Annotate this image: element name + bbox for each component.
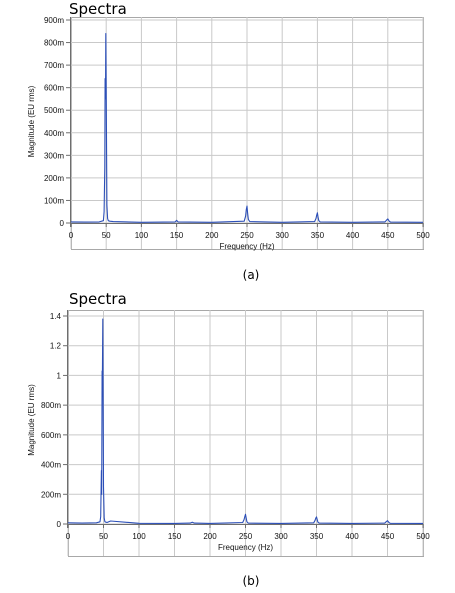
spectrum-chart-a: 0 100m 200m 300m 400m 500m 600m 700m 800m 900m 0 50… [27,16,430,251]
spectrum-line [67,318,424,524]
x-tick-label: 0 [69,231,74,240]
x-tick-label: 100 [132,532,146,541]
y-tick-label: 800m [44,39,64,48]
x-tick-label: 50 [102,231,111,240]
y-tick-label: 900m [44,16,64,25]
x-tick-label: 150 [170,231,184,240]
x-axis-label: Frequency (Hz) [218,543,273,552]
y-tick-label: 600m [44,84,64,93]
chart-title: Spectra [69,0,127,18]
y-tick-label: 1.4 [50,312,62,321]
y-tick-label: 1.2 [50,342,62,351]
y-tick-label: 0 [60,219,65,228]
x-tick-label: 400 [345,532,359,541]
y-tick-label: 600m [41,431,61,440]
y-tick-label: 500m [44,106,64,115]
x-tick-label: 400 [346,231,360,240]
x-tick-label: 200 [203,532,217,541]
x-tick-label: 50 [99,532,108,541]
spectrum-panel-a: Spectra 0 100m 200m 300m 400m 500m 600m 700m 800… [0,0,455,290]
x-tick-label: 150 [168,532,182,541]
x-tick-label: 100 [135,231,149,240]
x-tick-label: 450 [381,532,395,541]
y-tick-label: 100m [44,196,64,205]
y-tick-label: 200m [41,490,61,499]
spectrum-line [70,32,424,223]
spectrum-panel-b: Spectra 0 200m 400m 600m 800m 1 1.2 1.4 0 50 100 15… [0,290,455,593]
figure-caption: (a) [242,268,260,282]
spectrum-chart-b: 0 200m 400m 600m 800m 1 1.2 1.4 0 50 100 150 200 250 3… [27,310,430,557]
y-tick-label: 0 [57,520,62,529]
x-tick-label: 350 [310,532,324,541]
y-tick-label: 1 [57,371,62,380]
x-tick-label: 300 [274,532,288,541]
y-tick-label: 700m [44,61,64,70]
x-tick-label: 450 [381,231,395,240]
x-tick-label: 250 [240,231,254,240]
figure-caption: (b) [242,574,260,588]
chart-title: Spectra [69,290,127,308]
x-tick-label: 350 [311,231,325,240]
y-tick-label: 400m [41,461,61,470]
x-axis-label: Frequency (Hz) [219,242,274,251]
x-tick-label: 200 [205,231,219,240]
y-axis-label: Magnitude (EU rms) [27,384,36,456]
x-tick-label: 500 [416,532,430,541]
x-tick-label: 500 [416,231,430,240]
y-axis-label: Magnitude (EU rms) [27,85,36,157]
y-tick-label: 400m [44,129,64,138]
grid [67,310,424,556]
y-tick-label: 300m [44,151,64,160]
x-tick-label: 0 [66,532,71,541]
y-tick-label: 800m [41,401,61,410]
x-tick-label: 300 [276,231,290,240]
y-tick-label: 200m [44,174,64,183]
x-tick-label: 250 [239,532,253,541]
